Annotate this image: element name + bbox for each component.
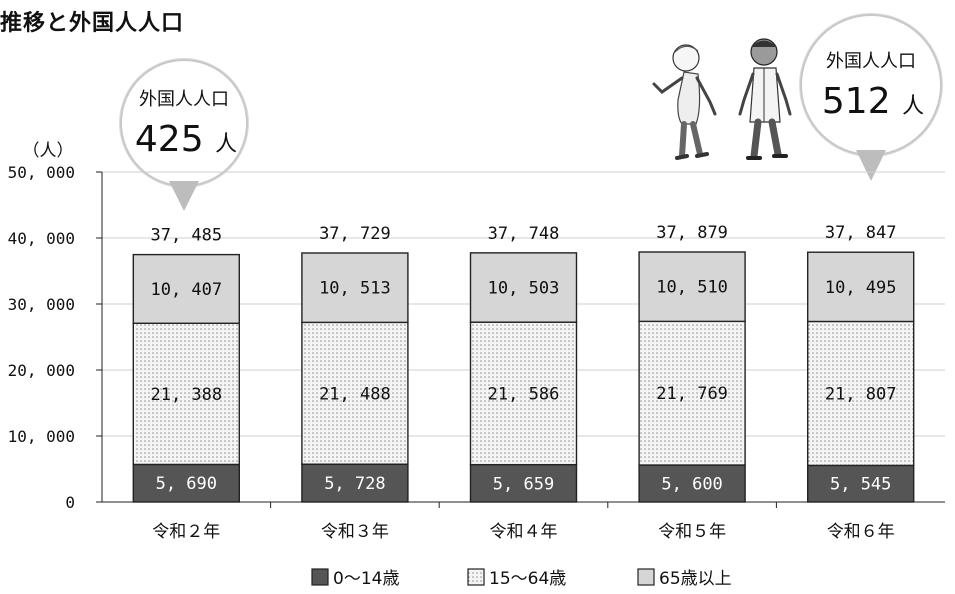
y-tick-label: 40, 000 <box>8 229 75 248</box>
bar-segment <box>469 252 578 323</box>
chart-title: 推移と外国人人口 <box>0 11 185 36</box>
bar-segment <box>638 251 746 323</box>
y-tick-label: 50, 000 <box>8 163 75 182</box>
total-value-label: 37, 729 <box>319 224 391 244</box>
total-value-label: 37, 485 <box>150 226 222 246</box>
callout-pointer <box>169 181 199 211</box>
bar-segment <box>301 463 409 503</box>
legend-swatch <box>311 568 329 586</box>
y-tick-label: 0 <box>65 493 75 512</box>
callout-unit: 人 <box>215 132 237 157</box>
segment-value-label: 5, 545 <box>830 475 891 495</box>
woman-illustration <box>652 44 717 160</box>
legend-item: 15～64歳 <box>467 568 566 589</box>
bar-group: 5, 659 21, 586 10, 503 37, 748 令和４年 <box>469 224 578 542</box>
callout-number: 425 <box>135 119 215 160</box>
total-value-label: 37, 847 <box>825 223 897 243</box>
bar-segment <box>301 321 409 465</box>
segment-value-label: 10, 510 <box>656 278 728 298</box>
segment-value-label: 10, 503 <box>488 279 560 299</box>
callout-unit: 人 <box>902 94 924 119</box>
y-tick-label: 30, 000 <box>8 295 75 314</box>
category-label: 令和４年 <box>490 522 558 542</box>
bar-segment <box>807 320 915 467</box>
category-label: 令和３年 <box>321 522 389 542</box>
total-value-label: 37, 748 <box>488 224 560 244</box>
bar-segment <box>469 321 578 466</box>
segment-value-label: 10, 495 <box>825 278 897 298</box>
legend-swatch <box>637 568 655 586</box>
segment-value-label: 21, 769 <box>656 384 728 404</box>
callout-value: 512 人 <box>822 81 924 122</box>
bar-segment <box>132 322 241 466</box>
segment-value-label: 10, 513 <box>319 279 391 299</box>
callout-label: 外国人人口 <box>139 89 229 110</box>
bar-group: 5, 545 21, 807 10, 495 37, 847 令和６年 <box>807 223 915 542</box>
legend-swatch <box>467 568 485 586</box>
callout-value: 425 人 <box>135 119 237 160</box>
segment-value-label: 21, 586 <box>488 384 560 404</box>
man-illustration <box>738 38 792 160</box>
bar-group: 5, 690 21, 388 10, 407 37, 485 令和２年 <box>132 226 241 542</box>
bar-segment <box>132 463 241 503</box>
total-value-label: 37, 879 <box>656 223 728 243</box>
callout-pointer <box>856 150 886 181</box>
segment-value-label: 21, 488 <box>319 384 391 404</box>
segment-value-label: 21, 807 <box>825 384 897 404</box>
bar-group: 5, 728 21, 488 10, 513 37, 729 令和３年 <box>301 224 409 542</box>
y-axis-unit-label: （人） <box>23 141 74 161</box>
legend-label: 15～64歳 <box>489 569 566 589</box>
bar-segment <box>132 253 241 324</box>
segment-value-label: 5, 659 <box>493 474 554 494</box>
segment-value-label: 10, 407 <box>150 280 222 300</box>
segment-value-label: 5, 728 <box>324 474 385 494</box>
bar-segment <box>807 251 915 323</box>
category-label: 令和５年 <box>658 522 726 542</box>
category-label: 令和２年 <box>152 522 220 542</box>
segment-value-label: 21, 388 <box>150 385 222 405</box>
foreign-population-callout: 外国人人口 512 人 <box>799 13 943 181</box>
bar-segment <box>301 252 409 324</box>
category-label: 令和６年 <box>827 522 895 542</box>
y-tick-label: 10, 000 <box>8 427 75 446</box>
callout-label: 外国人人口 <box>826 51 916 72</box>
y-tick-label: 20, 000 <box>8 361 75 380</box>
legend-label: 65歳以上 <box>659 569 732 589</box>
legend-item: 0～14歳 <box>311 568 399 589</box>
callout-number: 512 <box>822 81 902 122</box>
legend-item: 65歳以上 <box>637 568 732 589</box>
segment-value-label: 5, 600 <box>661 475 722 495</box>
segment-value-label: 5, 690 <box>156 474 217 494</box>
bar-group: 5, 600 21, 769 10, 510 37, 879 令和５年 <box>638 223 746 542</box>
people-illustration <box>652 38 792 160</box>
legend-label: 0～14歳 <box>333 569 399 589</box>
foreign-population-callout: 外国人人口 425 人 <box>119 58 249 211</box>
